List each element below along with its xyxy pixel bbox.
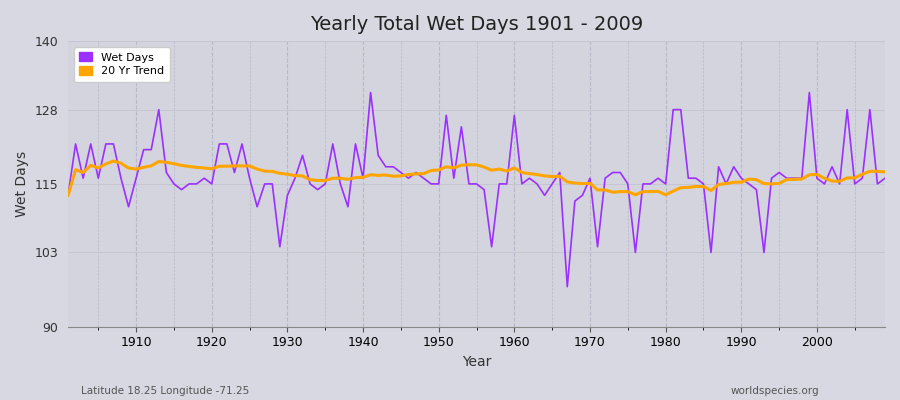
Text: worldspecies.org: worldspecies.org	[731, 386, 819, 396]
Legend: Wet Days, 20 Yr Trend: Wet Days, 20 Yr Trend	[74, 47, 170, 82]
X-axis label: Year: Year	[462, 355, 491, 369]
Text: Latitude 18.25 Longitude -71.25: Latitude 18.25 Longitude -71.25	[81, 386, 249, 396]
Title: Yearly Total Wet Days 1901 - 2009: Yearly Total Wet Days 1901 - 2009	[310, 15, 644, 34]
Y-axis label: Wet Days: Wet Days	[15, 151, 29, 217]
